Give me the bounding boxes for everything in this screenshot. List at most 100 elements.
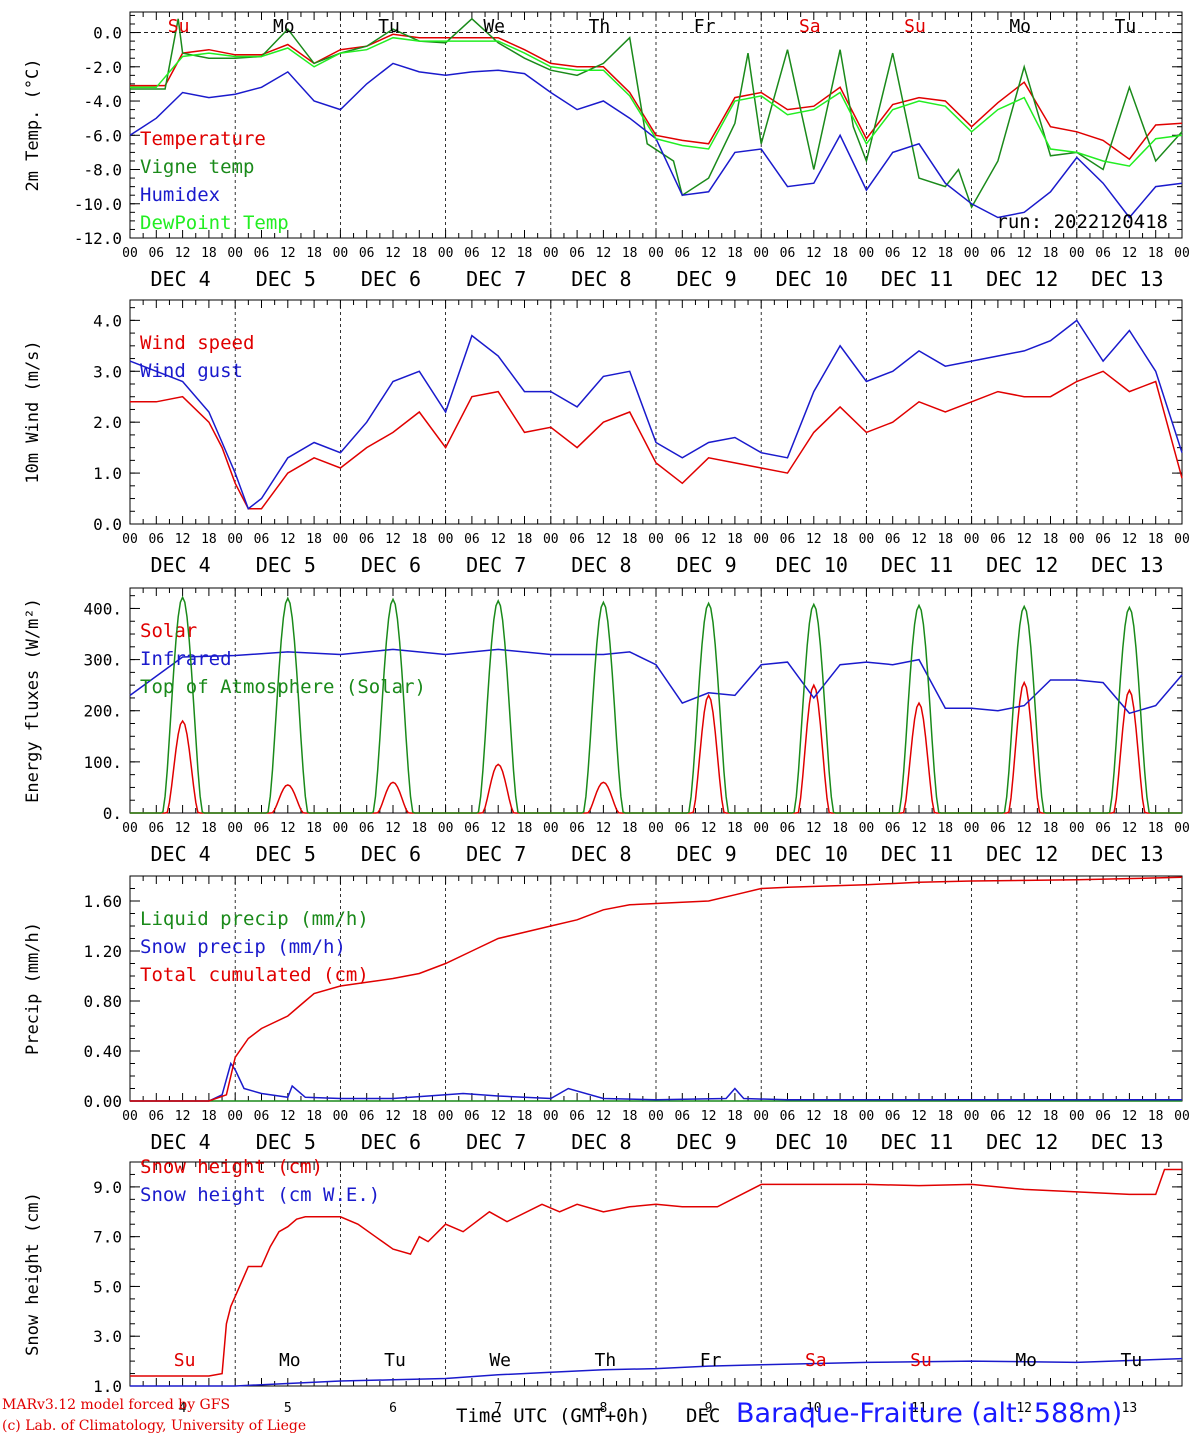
y-tick-label: 100. <box>83 753 122 772</box>
hour-tick-label: 06 <box>674 246 690 261</box>
hour-tick-label: 06 <box>254 246 270 261</box>
hour-tick-label: 06 <box>674 532 690 547</box>
y-tick-label: 5.0 <box>93 1277 122 1296</box>
hour-tick-label: 00 <box>122 532 138 547</box>
hour-tick-label: 12 <box>596 821 612 836</box>
run-label: run: 2022120418 <box>996 211 1168 233</box>
legend-entry: Temperature <box>140 128 266 150</box>
hour-tick-label: 00 <box>543 821 559 836</box>
hour-tick-label: 12 <box>175 246 191 261</box>
hour-tick-label: 12 <box>1016 821 1032 836</box>
date-label: DEC 7 <box>466 553 526 577</box>
hour-tick-label: 06 <box>569 532 585 547</box>
hour-tick-label: 18 <box>1148 821 1164 836</box>
hour-tick-label: 18 <box>727 1109 743 1124</box>
hour-tick-label: 00 <box>227 532 243 547</box>
day-number-label: 8 <box>599 1401 607 1416</box>
hour-tick-label: 00 <box>859 821 875 836</box>
date-label: DEC 6 <box>361 1130 421 1154</box>
hour-tick-label: 06 <box>148 1109 164 1124</box>
hour-tick-label: 18 <box>727 532 743 547</box>
weekday-label: Th <box>595 1350 617 1371</box>
hour-tick-label: 00 <box>964 821 980 836</box>
hour-tick-label: 06 <box>569 1109 585 1124</box>
date-label: DEC 5 <box>256 267 316 291</box>
hour-tick-label: 18 <box>306 532 322 547</box>
y-tick-label: -10.0 <box>74 195 122 214</box>
hour-tick-label: 06 <box>359 1109 375 1124</box>
legend-entry: Liquid precip (mm/h) <box>140 908 369 930</box>
y-tick-label: 400. <box>83 599 122 618</box>
hour-tick-label: 18 <box>1148 532 1164 547</box>
hour-tick-label: 18 <box>517 246 533 261</box>
hour-tick-label: 18 <box>517 1109 533 1124</box>
hour-tick-label: 06 <box>885 532 901 547</box>
y-tick-label: -4.0 <box>83 92 122 111</box>
date-label: DEC 5 <box>256 553 316 577</box>
day-number-label: 5 <box>284 1401 292 1416</box>
hour-tick-label: 00 <box>122 1109 138 1124</box>
hour-tick-label: 00 <box>1174 1109 1190 1124</box>
weekday-label: Fr <box>694 16 716 37</box>
date-label: DEC 9 <box>676 267 736 291</box>
hour-tick-label: 06 <box>569 246 585 261</box>
hour-tick-label: 00 <box>1174 532 1190 547</box>
plot-frame <box>129 299 1183 525</box>
hour-tick-label: 00 <box>1069 246 1085 261</box>
series-line-snow-precip-mm-h- <box>130 1061 1182 1102</box>
weekday-label: Th <box>589 16 611 37</box>
hour-tick-label: 00 <box>648 532 664 547</box>
hour-tick-label: 18 <box>411 1109 427 1124</box>
y-axis-label: Snow height (cm) <box>23 1192 43 1356</box>
y-tick-label: 3.0 <box>93 362 122 381</box>
legend-entry: Snow height (cm) <box>140 1156 323 1178</box>
hour-tick-label: 06 <box>464 821 480 836</box>
model-credit: MARv3.12 model forced by GFS <box>2 1397 231 1413</box>
y-tick-label: 1.60 <box>83 892 122 911</box>
day-number-label: 13 <box>1122 1401 1138 1416</box>
date-label: DEC 7 <box>466 842 526 866</box>
legend-entry: Vigne temp <box>140 156 254 178</box>
hour-tick-label: 12 <box>385 532 401 547</box>
date-label: DEC 7 <box>466 267 526 291</box>
hour-tick-label: 00 <box>543 246 559 261</box>
hour-tick-label: 06 <box>885 1109 901 1124</box>
hour-tick-label: 18 <box>622 532 638 547</box>
date-label: DEC 4 <box>150 842 210 866</box>
hour-tick-label: 18 <box>201 821 217 836</box>
chart-panel-3: 0. 100. 200. 300. 400. Energy fluxes (W/m²) So… <box>23 587 1190 866</box>
legend-entry: Solar <box>140 620 197 642</box>
hour-tick-label: 12 <box>1016 246 1032 261</box>
hour-tick-label: 00 <box>543 532 559 547</box>
weekday-label: Mo <box>1015 1350 1037 1371</box>
legend-entry: Wind speed <box>140 332 254 354</box>
date-label: DEC 4 <box>150 267 210 291</box>
hour-tick-label: 18 <box>937 821 953 836</box>
hour-tick-label: 00 <box>753 532 769 547</box>
hour-tick-label: 06 <box>1095 1109 1111 1124</box>
hour-tick-label: 06 <box>148 532 164 547</box>
date-label: DEC 13 <box>1091 1130 1163 1154</box>
hour-tick-label: 06 <box>148 821 164 836</box>
hour-tick-label: 00 <box>753 1109 769 1124</box>
weekday-label: Sa <box>805 1350 827 1371</box>
date-label: DEC 4 <box>150 553 210 577</box>
series-line-dewpoint-temp <box>130 36 1183 167</box>
y-tick-label: 7.0 <box>93 1228 122 1247</box>
hour-tick-label: 00 <box>227 1109 243 1124</box>
weekday-label: Su <box>904 16 926 37</box>
y-tick-label: 0. <box>103 804 122 823</box>
legend-entry: Snow height (cm W.E.) <box>140 1184 380 1206</box>
date-label: DEC 7 <box>466 1130 526 1154</box>
hour-tick-label: 00 <box>438 532 454 547</box>
hour-tick-label: 00 <box>859 246 875 261</box>
weekday-label: Su <box>174 1350 196 1371</box>
hour-tick-label: 06 <box>1095 821 1111 836</box>
series-line-top-of-atmosphere-solar- <box>130 595 1182 814</box>
date-label: DEC 4 <box>150 1130 210 1154</box>
series-line-infrared <box>129 648 1183 715</box>
y-tick-label: 1.0 <box>93 464 122 483</box>
y-tick-label: 2.0 <box>93 413 122 432</box>
date-label: DEC 5 <box>256 1130 316 1154</box>
